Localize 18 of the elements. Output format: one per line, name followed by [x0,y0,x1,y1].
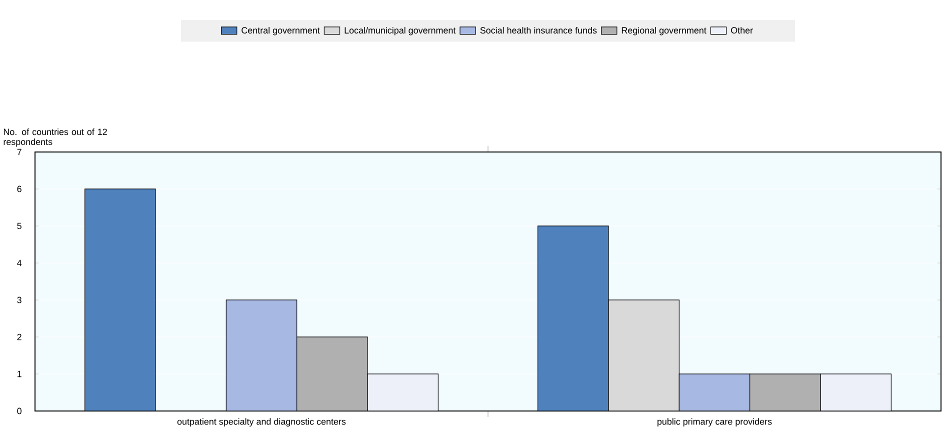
legend-label: Social health insurance funds [480,26,597,34]
y-tick-label: 1 [18,370,22,378]
y-tick-label: 2 [17,334,22,340]
y-tick-label: 5 [17,222,22,230]
x-tick-label: outpatient specialty and diagnostic centers [177,418,346,427]
y-axis-title: No. of countries out of 12 respondents [4,128,107,147]
y-tick-label: 7 [17,148,22,156]
legend-label: Central government [242,26,320,36]
y-tick-label: 4 [17,260,22,266]
bar [678,374,750,411]
y-tick-label: 0 [17,408,22,414]
y-tick-label: 3 [17,296,22,304]
x-tick-label: public primary care providers [658,418,772,427]
y-tick-label: 6 [17,186,22,192]
legend-label: Regional government [622,26,706,36]
legend-label: Local/municipal government [344,26,456,36]
legend-label: Other [731,26,753,34]
bar [226,300,298,411]
